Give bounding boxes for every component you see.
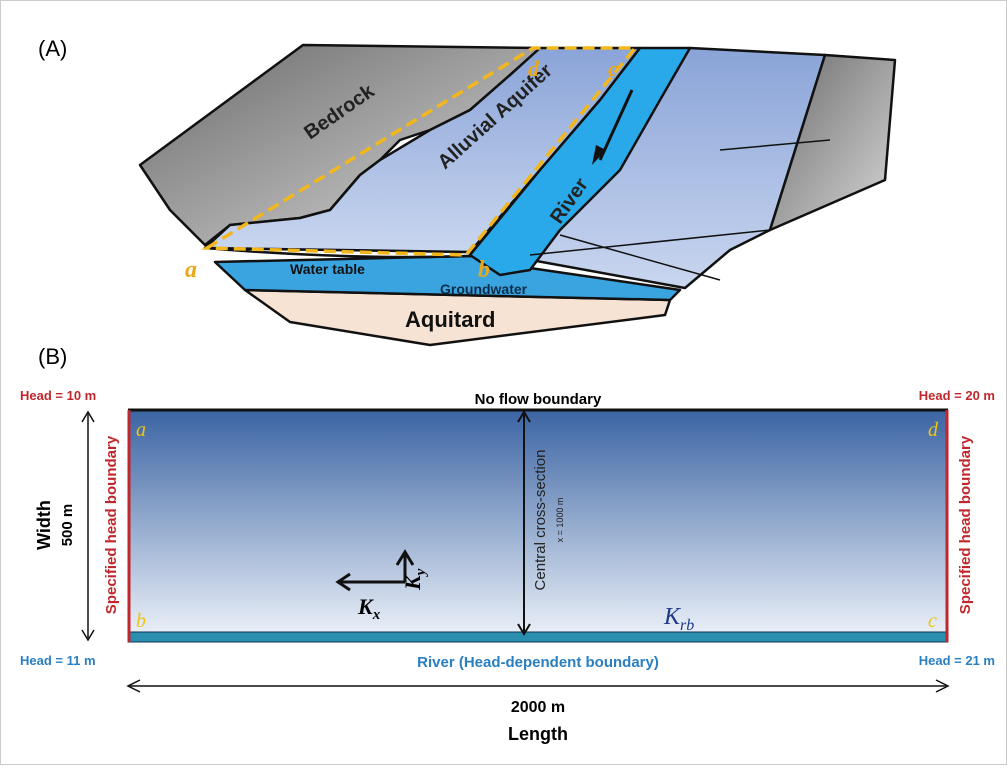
head-label: Head = 11 m <box>20 653 96 668</box>
bottom-boundary: River (Head-dependent boundary) <box>417 654 659 671</box>
right-boundary: Specified head boundary <box>957 435 974 614</box>
panel-label: (A) <box>38 36 67 61</box>
river-strip <box>128 632 948 642</box>
length-label: Length <box>508 724 568 744</box>
aquitard-label: Aquitard <box>405 307 495 332</box>
figure: (A) Bedrock Alluvial Aquifer River Water… <box>0 0 1007 765</box>
corner-a: a <box>185 257 197 283</box>
panel-label: (B) <box>38 344 67 369</box>
width-value: 500 m <box>59 504 76 547</box>
corner-a: a <box>136 419 146 441</box>
section-position: x = 1000 m <box>555 498 565 543</box>
left-boundary: Specified head boundary <box>103 435 120 614</box>
length-value: 2000 m <box>511 699 565 716</box>
corner-d: d <box>528 56 540 81</box>
corner-b: b <box>478 257 490 283</box>
head-label: Head = 20 m <box>919 388 995 403</box>
corner-b: b <box>136 610 146 632</box>
corner-d: d <box>928 419 939 441</box>
groundwater-label: Groundwater <box>440 281 528 297</box>
top-boundary: No flow boundary <box>475 391 602 408</box>
water-table-label: Water table <box>290 261 365 277</box>
head-label: Head = 10 m <box>20 388 96 403</box>
head-label: Head = 21 m <box>919 653 995 668</box>
corner-c: c <box>608 56 618 81</box>
width-label: Width <box>34 500 54 550</box>
corner-c: c <box>928 610 937 632</box>
section-label: Central cross-section <box>532 450 549 591</box>
